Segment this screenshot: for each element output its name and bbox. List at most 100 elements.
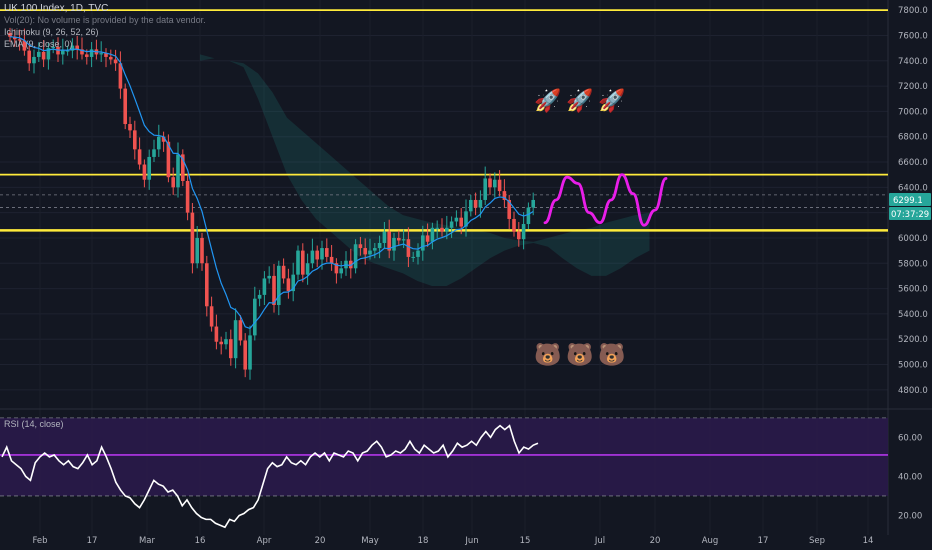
candle [425,223,430,247]
candle-body [358,244,363,249]
cloud-segment-26 [577,227,592,276]
candle-body [147,156,151,180]
candle [22,28,27,56]
candle-body [190,212,195,264]
candle-body [531,199,535,208]
price-tick-10: 6800.0 [898,133,928,143]
candle-body [310,250,315,264]
candle [51,39,55,54]
candle-body [363,248,367,255]
cloud-segment-5 [272,92,287,175]
rsi-legend[interactable]: RSI (14, close) [4,419,64,429]
candle-body [387,231,391,251]
cloud-segment-2 [229,60,244,68]
candle-body [137,149,142,165]
candlestick-series [8,27,535,380]
bear-icon[interactable]: 🐻 [598,341,625,368]
candle [497,170,502,197]
candle [195,226,199,269]
candle-body [526,207,531,225]
forecast-drawing[interactable] [543,173,668,227]
candle [37,42,41,63]
candle-body [229,339,233,359]
candle-body [37,51,41,57]
candle [353,239,358,274]
candle-body [176,154,180,188]
time-axis[interactable]: Feb 17 Mar 16 Apr 20 May 18 Jun 15 Jul 20 Aug 17 Sep 14 [32,536,873,546]
candle-body [80,49,84,55]
candle [32,49,36,74]
candle-body [478,199,483,208]
bear-icon[interactable]: 🐻 [566,341,593,368]
candle [190,203,195,274]
price-tick-13: 7400.0 [898,57,928,67]
rsi-tick-0: 20.00 [898,511,922,521]
candle-body [440,227,444,232]
emoji-annotations[interactable]: 🚀 🚀 🚀🐻 🐻 🐻 [534,88,625,368]
candle [401,229,406,249]
candle [205,255,209,317]
candle-body [8,32,12,37]
rocket-icon[interactable]: 🚀 [598,88,625,114]
cloud-segment-19 [475,230,490,269]
ema-legend[interactable]: EMA (9, close, 0) [4,39,73,49]
rocket-icon[interactable]: 🚀 [534,88,561,114]
candle-body [41,51,46,60]
candle [253,286,257,341]
price-tick-5: 5800.0 [898,259,928,269]
candle-body [51,46,55,49]
candle-body [85,54,89,57]
candle [277,260,281,316]
candle-body [353,244,358,269]
candle [104,48,108,68]
candle-body [214,326,219,342]
candle-body [233,320,238,359]
candle-body [195,237,199,264]
candle [334,258,339,284]
candle [291,262,295,302]
candle [449,216,454,238]
candle [248,325,252,380]
candle [502,179,507,208]
rsi-tick-2: 60.00 [898,433,922,443]
candle-body [118,63,123,89]
candle [521,212,526,250]
cloud-segment-1 [214,58,229,61]
candle [416,243,420,265]
candle [118,51,123,99]
time-tick-1: 17 [87,536,98,546]
candle-body [425,235,430,242]
candle-body [449,221,454,228]
price-tick-3: 5400.0 [898,310,928,320]
candle-body [416,250,420,257]
ema-series [9,36,534,330]
candle [142,159,147,188]
candle-body [493,179,497,188]
cloud-segment-4 [258,73,273,137]
time-tick-2: Mar [139,536,156,546]
candle-body [334,263,339,274]
forecast-wave[interactable] [543,173,668,227]
time-tick-13: 17 [758,536,769,546]
price-badges: 6299.1 07:37:29 [889,192,931,220]
rocket-icon[interactable]: 🚀 [566,88,593,114]
candle-body [454,217,459,222]
bear-icon[interactable]: 🐻 [534,341,561,368]
price-tick-9: 6600.0 [898,158,928,168]
candle-body [349,260,353,269]
candle-body [219,341,223,345]
price-tick-2: 5200.0 [898,335,928,345]
candle [305,253,310,285]
candle-body [128,124,132,131]
cloud-segment-9 [330,155,345,245]
candle [147,149,151,190]
candle [27,45,31,71]
candle-body [382,231,387,243]
candle-body [339,268,343,274]
candle-body [373,248,377,251]
candle [526,202,531,230]
candle [181,149,185,187]
ichimoku-legend[interactable]: Ichimoku (9, 26, 52, 26) [4,27,99,37]
candle [493,172,497,198]
